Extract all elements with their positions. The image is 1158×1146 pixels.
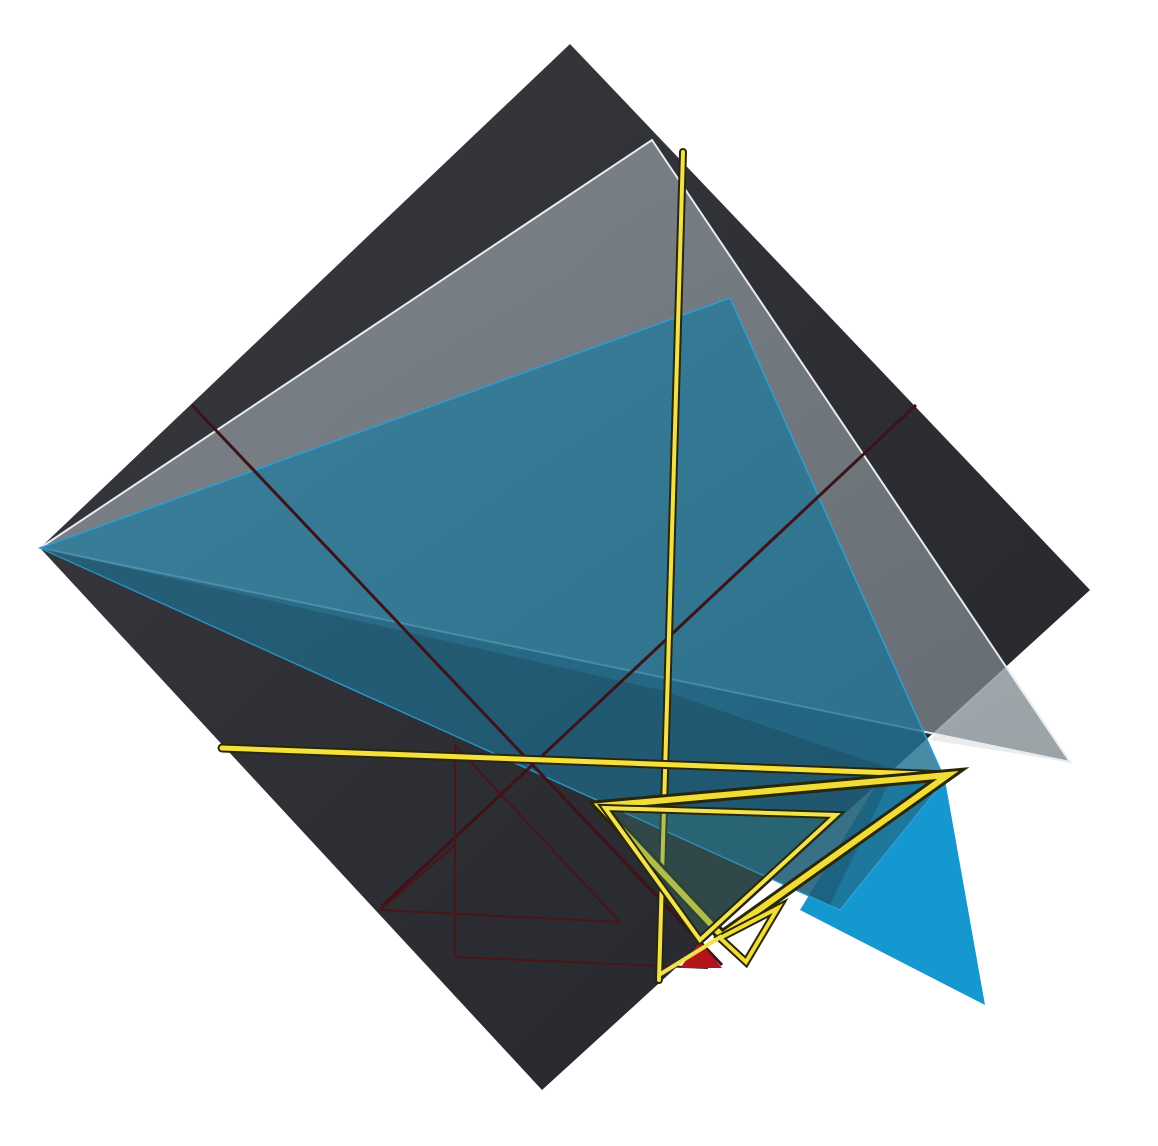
dark-red-diagonal-lines bbox=[190, 403, 918, 967]
red-accent-triangle bbox=[680, 942, 722, 968]
blue-translucent-triangle bbox=[38, 297, 946, 911]
yellow-rods bbox=[217, 148, 953, 984]
small-yellow-triangle-face bbox=[716, 903, 784, 966]
yellow-triangle-frame-face bbox=[593, 771, 959, 940]
embossed-triangles bbox=[377, 744, 709, 969]
blue-shard bbox=[800, 770, 985, 1005]
blue-triangle-shadow bbox=[40, 548, 895, 905]
inner-yellow-triangle-face bbox=[601, 805, 841, 943]
yellow-bottom-diagonal bbox=[657, 934, 724, 977]
